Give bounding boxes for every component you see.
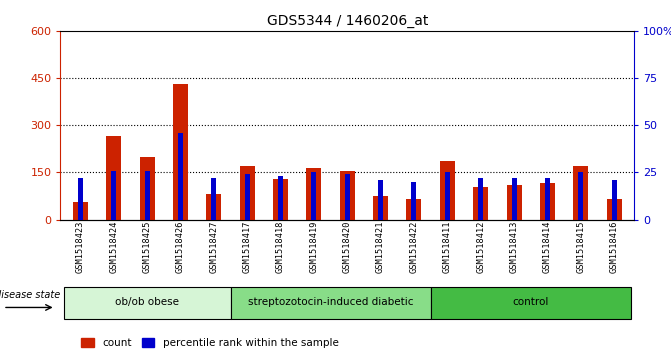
Bar [507,185,521,220]
Bar [540,183,555,220]
Bar [311,172,317,220]
Bar [607,199,621,220]
Bar [231,287,431,319]
Bar [278,176,283,220]
Bar [445,172,450,220]
Text: GSM1518413: GSM1518413 [509,221,519,273]
Text: GSM1518418: GSM1518418 [276,221,285,273]
Bar [378,180,383,220]
Bar [407,199,421,220]
Bar [431,287,631,319]
Text: GSM1518416: GSM1518416 [609,221,619,273]
Bar [273,179,288,220]
Bar [340,171,355,220]
Bar [140,157,154,220]
Bar [178,133,183,220]
Text: GSM1518414: GSM1518414 [543,221,552,273]
Text: GSM1518422: GSM1518422 [409,221,419,273]
Bar [611,180,617,220]
Text: GSM1518415: GSM1518415 [576,221,585,273]
Bar [173,84,188,220]
Bar [211,178,216,220]
Text: GSM1518424: GSM1518424 [109,221,118,273]
Bar [545,178,550,220]
Bar [411,182,417,220]
Bar [511,178,517,220]
Text: ob/ob obese: ob/ob obese [115,297,179,307]
Bar [373,196,388,220]
Legend: count, percentile rank within the sample: count, percentile rank within the sample [77,334,343,352]
Bar [206,195,221,220]
Text: GSM1518419: GSM1518419 [309,221,318,273]
Bar [473,187,488,220]
Bar [111,171,116,220]
Text: GSM1518420: GSM1518420 [343,221,352,273]
Bar [345,174,350,220]
Text: streptozotocin-induced diabetic: streptozotocin-induced diabetic [248,297,413,307]
Bar [578,172,583,220]
Bar [440,162,455,220]
Bar [478,178,483,220]
Bar [106,136,121,220]
Text: GSM1518426: GSM1518426 [176,221,185,273]
Title: GDS5344 / 1460206_at: GDS5344 / 1460206_at [266,15,428,28]
Text: GSM1518411: GSM1518411 [443,221,452,273]
Bar [245,174,250,220]
Bar [73,202,88,220]
Text: GSM1518423: GSM1518423 [76,221,85,273]
Bar [307,168,321,220]
Bar [573,166,588,220]
Bar [145,171,150,220]
Text: GSM1518417: GSM1518417 [243,221,252,273]
Bar [64,287,231,319]
Text: GSM1518425: GSM1518425 [143,221,152,273]
Text: control: control [513,297,549,307]
Bar [78,178,83,220]
Text: disease state: disease state [0,290,60,300]
Text: GSM1518421: GSM1518421 [376,221,385,273]
Text: GSM1518412: GSM1518412 [476,221,485,273]
Bar [240,166,255,220]
Text: GSM1518427: GSM1518427 [209,221,218,273]
